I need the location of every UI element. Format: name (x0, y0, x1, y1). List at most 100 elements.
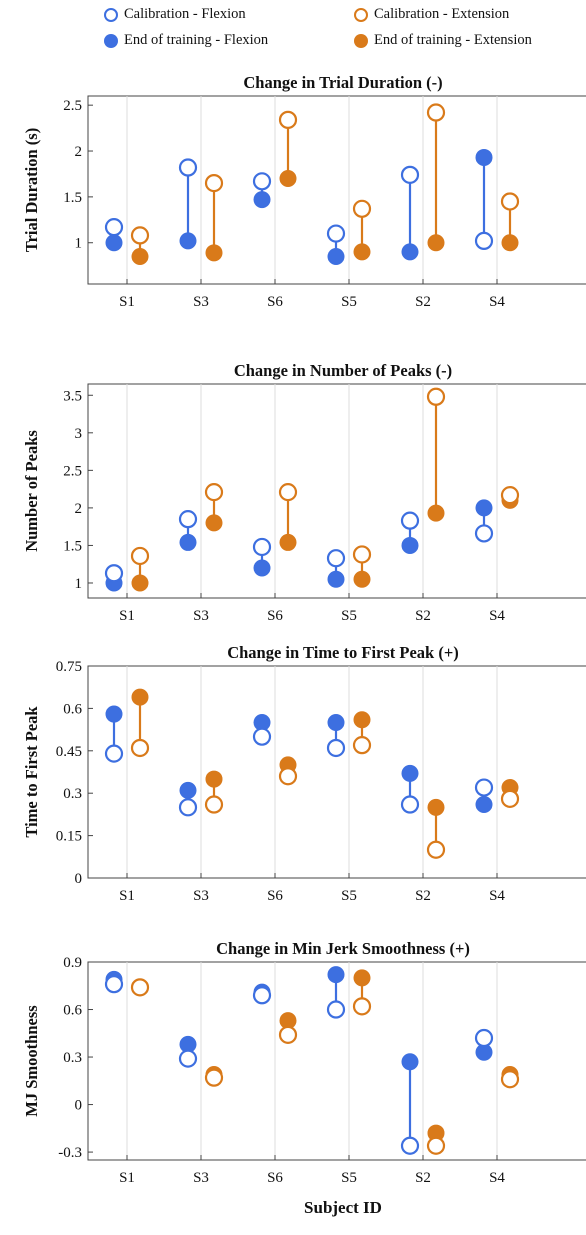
point-end-extension (427, 504, 445, 522)
y-tick-label: -0.3 (58, 1145, 82, 1161)
x-tick-label: S3 (193, 294, 209, 310)
point-end-extension (205, 244, 223, 262)
x-tick-label: S5 (341, 608, 357, 624)
x-tick-label: S4 (489, 294, 505, 310)
legend-marker-filled-orange (354, 33, 368, 48)
point-end-extension (353, 969, 371, 987)
point-end-extension (427, 798, 445, 816)
point-calibration-extension (426, 387, 446, 406)
y-tick-label: 2.5 (63, 463, 82, 479)
point-end-extension (131, 247, 149, 265)
point-end-extension (131, 574, 149, 592)
point-end-extension (353, 243, 371, 261)
y-tick-label: 3.5 (63, 388, 82, 404)
y-tick-label: 0.15 (56, 829, 82, 845)
point-end-extension (353, 570, 371, 588)
x-tick-label: S2 (415, 888, 431, 904)
point-calibration-extension (204, 174, 224, 193)
y-axis-label: Time to First Peak (22, 706, 41, 838)
point-end-extension (279, 170, 297, 188)
legend-item-end-flexion: End of training - Flexion (104, 32, 268, 49)
point-calibration-flexion (252, 986, 272, 1005)
point-end-flexion (401, 764, 419, 782)
x-tick-label: S1 (119, 1170, 135, 1186)
point-calibration-flexion (326, 1000, 346, 1019)
y-tick-label: 0.6 (63, 701, 82, 717)
y-tick-label: 1 (75, 576, 83, 592)
legend-marker-open-blue (104, 7, 118, 22)
x-tick-label: S6 (267, 608, 283, 624)
y-tick-label: 0 (75, 1098, 83, 1114)
point-end-flexion (253, 191, 271, 209)
y-axis-label: Number of Peaks (22, 430, 41, 552)
legend-item-end-extension: End of training - Extension (354, 32, 532, 49)
x-axis-label: Subject ID (304, 1198, 382, 1217)
x-tick-label: S2 (415, 294, 431, 310)
point-calibration-extension (278, 1025, 298, 1044)
x-tick-label: S1 (119, 888, 135, 904)
x-tick-label: S5 (341, 294, 357, 310)
chart-title: Change in Number of Peaks (-) (234, 361, 452, 380)
point-calibration-extension (500, 486, 520, 505)
legend-label: Calibration - Extension (374, 6, 510, 22)
y-tick-label: 0 (75, 871, 83, 887)
axes-box (87, 665, 586, 879)
chart-panel-3: 0 0.15 0.3 0.45 0.6 0.75 S1 S3 S6 S5 S2 S4 Change in… (22, 643, 586, 904)
x-tick-label: S3 (193, 888, 209, 904)
point-end-extension (501, 234, 519, 252)
point-end-extension (131, 688, 149, 706)
point-end-flexion (179, 232, 197, 250)
point-calibration-flexion (400, 165, 420, 184)
point-calibration-flexion (252, 727, 272, 746)
chart-panel-4: -0.3 0 0.3 0.6 0.9 S1 S3 S6 S5 S2 S4 Change in Min … (22, 939, 586, 1186)
point-end-extension (427, 234, 445, 252)
legend-item-calibration-flexion: Calibration - Flexion (104, 6, 246, 23)
point-end-flexion (327, 247, 345, 265)
point-calibration-flexion (252, 172, 272, 191)
y-tick-label: 1.5 (63, 190, 82, 206)
point-end-flexion (475, 499, 493, 517)
point-end-flexion (105, 234, 123, 252)
y-axis-label: Trial Duration (s) (22, 128, 41, 252)
point-calibration-flexion (474, 1028, 494, 1048)
y-tick-label: 0.75 (56, 659, 82, 675)
point-end-flexion (327, 966, 345, 984)
point-calibration-flexion (400, 511, 420, 530)
legend-item-calibration-extension: Calibration - Extension (354, 6, 509, 23)
point-calibration-flexion (178, 1049, 198, 1068)
point-calibration-extension (426, 840, 446, 859)
x-tick-label: S2 (415, 1170, 431, 1186)
legend-label: End of training - Flexion (124, 32, 269, 48)
point-calibration-flexion (104, 744, 124, 763)
point-calibration-extension (130, 546, 150, 566)
point-calibration-extension (130, 738, 150, 758)
point-calibration-flexion (252, 537, 272, 557)
point-calibration-flexion (104, 218, 124, 237)
point-end-flexion (475, 796, 493, 814)
y-tick-label: 0.3 (63, 786, 82, 802)
point-end-flexion (327, 714, 345, 732)
point-calibration-flexion (400, 795, 420, 814)
point-calibration-extension (278, 483, 298, 502)
x-tick-label: S5 (341, 888, 357, 904)
y-tick-label: 3 (75, 426, 83, 442)
point-calibration-extension (500, 789, 520, 808)
chart-panel-1: 1 1.5 2 2.5 S1 S3 S6 S5 S2 S4 Change in Trial Dura… (22, 73, 586, 310)
point-calibration-extension (204, 795, 224, 814)
point-calibration-extension (278, 110, 298, 129)
point-calibration-extension (352, 736, 372, 755)
x-tick-label: S4 (489, 608, 505, 624)
chart-panel-2: 1 1.5 2 2.5 3 3.5 S1 S3 S6 S5 S2 S4 Change in Number… (22, 361, 586, 624)
x-tick-label: S4 (489, 1170, 505, 1186)
point-end-extension (205, 770, 223, 788)
x-tick-label: S2 (415, 608, 431, 624)
point-calibration-extension (500, 192, 520, 211)
point-calibration-extension (204, 1068, 224, 1087)
point-end-flexion (327, 570, 345, 588)
y-tick-label: 0.3 (63, 1050, 82, 1066)
y-tick-label: 2 (75, 144, 83, 160)
point-calibration-extension (278, 767, 298, 786)
x-tick-label: S6 (267, 888, 283, 904)
point-calibration-flexion (178, 798, 198, 817)
